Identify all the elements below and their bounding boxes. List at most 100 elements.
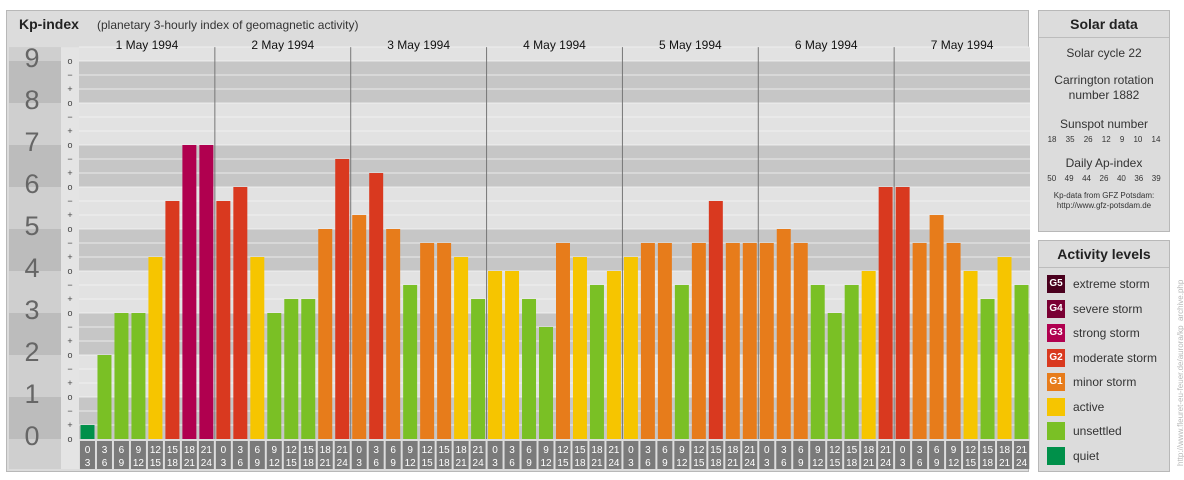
interval-end-label: 6 (509, 458, 515, 469)
interval-start-label: 6 (255, 445, 261, 456)
time-interval-cell (130, 441, 146, 469)
legend-swatch: G2 (1047, 348, 1065, 367)
interval-start-label: 12 (693, 445, 705, 456)
minor-tick-label: o (67, 434, 72, 444)
time-interval-cell (674, 441, 690, 469)
interval-end-label: 6 (238, 458, 244, 469)
y-tick-label: 4 (24, 253, 39, 283)
minor-tick-label: o (67, 140, 72, 150)
time-interval-cell (164, 441, 180, 469)
time-interval-cell (283, 441, 299, 469)
carrington-rotation-label: Carrington rotation (1054, 73, 1154, 87)
interval-start-label: 3 (238, 445, 244, 456)
time-interval-cell (385, 441, 401, 469)
interval-start-label: 9 (543, 445, 549, 456)
minor-tick-label: + (67, 378, 72, 388)
minor-tick-label: o (67, 266, 72, 276)
interval-start-label: 18 (591, 445, 603, 456)
time-interval-cell (402, 441, 418, 469)
interval-end-label: 18 (982, 458, 994, 469)
interval-end-label: 18 (574, 458, 586, 469)
ap-index-value: 40 (1116, 174, 1126, 183)
y-axis-band (9, 61, 61, 103)
interval-start-label: 9 (136, 445, 142, 456)
day-label: 5 May 1994 (659, 38, 722, 52)
kp-bar (505, 271, 520, 439)
minor-tick-label: − (67, 322, 72, 332)
time-interval-cell (623, 441, 639, 469)
interval-start-label: 12 (422, 445, 434, 456)
kp-bar (606, 271, 621, 439)
kp-bar (233, 187, 248, 439)
minor-tick-label: + (67, 168, 72, 178)
legend-item: active (1039, 395, 1169, 420)
time-interval-cell (606, 441, 622, 469)
interval-end-label: 12 (133, 458, 145, 469)
interval-start-label: 0 (356, 445, 362, 456)
time-interval-cell (895, 441, 911, 469)
y-tick-label: 8 (24, 85, 39, 115)
minor-tick-label: + (67, 126, 72, 136)
interval-end-label: 24 (744, 458, 756, 469)
time-interval-cell (232, 441, 248, 469)
minor-tick-label: + (67, 252, 72, 262)
interval-end-label: 24 (473, 458, 485, 469)
minor-tick-label: o (67, 182, 72, 192)
y-tick-label: 1 (24, 379, 39, 409)
interval-end-label: 15 (693, 458, 705, 469)
interval-end-label: 18 (846, 458, 858, 469)
minor-tick-label: − (67, 364, 72, 374)
interval-start-label: 6 (526, 445, 532, 456)
interval-end-label: 21 (999, 458, 1011, 469)
legend-item: quiet (1039, 444, 1169, 469)
kp-bar (369, 173, 384, 439)
interval-start-label: 21 (201, 445, 213, 456)
data-source-link[interactable]: http://www.gfz-potsdam.de (1056, 201, 1152, 210)
ap-index-value: 26 (1099, 174, 1109, 183)
kp-bar (318, 229, 333, 439)
chart-subtitle: (planetary 3-hourly index of geomagnetic… (97, 18, 359, 32)
time-interval-cell (555, 441, 571, 469)
time-interval-cell (946, 441, 962, 469)
y-axis-band (9, 187, 61, 229)
kp-bar (708, 200, 723, 439)
minor-tick-label: o (67, 224, 72, 234)
minor-tick-label: − (67, 238, 72, 248)
interval-end-label: 3 (764, 458, 770, 469)
legend-swatch (1047, 422, 1065, 441)
time-interval-cell (538, 441, 554, 469)
time-interval-cell (589, 441, 605, 469)
interval-start-label: 12 (829, 445, 841, 456)
time-interval-cell (487, 441, 503, 469)
time-interval-cell (759, 441, 775, 469)
interval-end-label: 12 (405, 458, 417, 469)
minor-tick-label: + (67, 84, 72, 94)
kp-bar (572, 257, 587, 439)
interval-start-label: 18 (999, 445, 1011, 456)
legend-item: unsettled (1039, 419, 1169, 444)
time-interval-cell (827, 441, 843, 469)
interval-start-label: 3 (781, 445, 787, 456)
interval-end-label: 18 (167, 458, 179, 469)
legend-swatch: G5 (1047, 275, 1065, 294)
kp-bar (929, 215, 944, 439)
kp-bar (878, 187, 893, 439)
interval-end-label: 9 (255, 458, 261, 469)
day-label: 7 May 1994 (931, 38, 994, 52)
interval-start-label: 3 (645, 445, 651, 456)
interval-start-label: 12 (965, 445, 977, 456)
kp-bar (793, 242, 808, 439)
time-interval-cell (351, 441, 367, 469)
kp-bar (810, 284, 825, 439)
y-axis-band (9, 271, 61, 313)
day-label: 4 May 1994 (523, 38, 586, 52)
kp-bar (386, 229, 401, 439)
legend-label: extreme storm (1073, 277, 1150, 292)
time-interval-cell (572, 441, 588, 469)
time-interval-cell (521, 441, 537, 469)
minor-tick-label: − (67, 196, 72, 206)
interval-end-label: 24 (880, 458, 892, 469)
interval-end-label: 6 (373, 458, 379, 469)
kp-bar (114, 313, 129, 439)
kp-chart: 1 May 1994 2 May 1994 3 May 1994 4 May 1994… (9, 38, 1030, 469)
